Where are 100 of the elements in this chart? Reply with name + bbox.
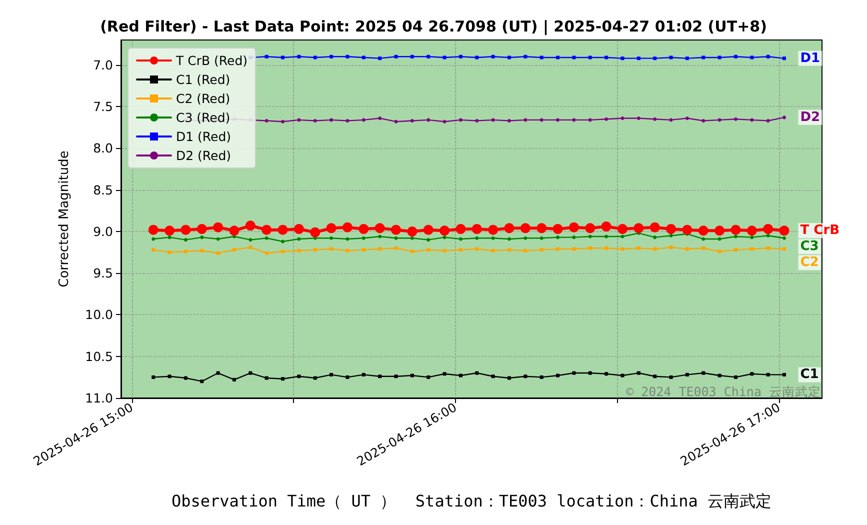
point <box>180 224 191 235</box>
point <box>669 375 673 379</box>
point <box>164 226 175 236</box>
point <box>636 371 640 375</box>
point <box>442 56 446 60</box>
point <box>442 236 446 240</box>
point <box>394 54 398 58</box>
point <box>682 224 692 235</box>
point <box>378 247 382 251</box>
point <box>184 238 188 242</box>
point <box>426 54 430 58</box>
point <box>232 378 236 382</box>
point <box>585 223 596 234</box>
point <box>410 54 414 58</box>
point <box>426 248 430 252</box>
point <box>718 250 722 254</box>
point <box>297 248 301 252</box>
point <box>702 246 706 250</box>
point <box>702 237 706 241</box>
point <box>394 246 398 250</box>
point <box>458 54 462 58</box>
point <box>262 224 272 235</box>
point <box>426 118 430 122</box>
point <box>604 234 608 238</box>
point <box>508 119 511 123</box>
point <box>507 56 511 60</box>
point <box>524 248 528 252</box>
point <box>540 248 544 252</box>
point <box>410 250 414 254</box>
point <box>281 240 285 244</box>
point <box>620 56 624 60</box>
chart-title: (Red Filter) - Last Data Point: 2025 04 26.7098 (UT) | 2025-04-27 01:02 (UT+8) <box>100 18 767 36</box>
point <box>604 246 608 250</box>
y-tick-label: 10.5 <box>85 348 113 364</box>
point <box>423 224 434 235</box>
point <box>766 246 770 250</box>
point <box>653 56 657 60</box>
point <box>491 374 495 378</box>
point <box>572 118 576 122</box>
point <box>394 236 398 240</box>
point <box>410 236 414 240</box>
point <box>685 372 689 376</box>
point <box>458 237 462 241</box>
point <box>346 54 350 58</box>
point <box>152 237 156 241</box>
point <box>588 118 592 122</box>
point <box>750 56 754 60</box>
point <box>378 56 382 60</box>
point <box>297 54 301 58</box>
point <box>750 236 754 240</box>
point <box>524 374 528 378</box>
point <box>281 120 285 124</box>
point <box>782 372 786 376</box>
point <box>730 224 741 235</box>
point <box>152 375 156 379</box>
point <box>442 120 446 124</box>
point <box>407 226 418 236</box>
point <box>653 374 657 378</box>
point <box>650 222 660 232</box>
point <box>507 248 511 252</box>
point <box>734 248 738 252</box>
point <box>374 223 385 234</box>
x-axis-title: Observation Time（ UT ） Station：TE003 location：China 云南武定 <box>171 492 772 510</box>
point <box>213 222 224 232</box>
point <box>504 223 514 234</box>
point <box>782 236 786 240</box>
point <box>264 251 268 255</box>
point <box>520 223 530 234</box>
point <box>718 118 722 122</box>
point <box>588 246 592 250</box>
point <box>669 246 673 250</box>
point <box>362 248 366 252</box>
point <box>297 118 301 122</box>
point <box>491 248 495 252</box>
point <box>634 223 644 234</box>
point <box>556 247 560 251</box>
point <box>556 236 560 240</box>
point <box>568 222 579 232</box>
point <box>491 54 495 58</box>
point <box>442 248 446 252</box>
point <box>524 236 528 240</box>
point <box>281 250 285 254</box>
point <box>281 56 285 60</box>
legend-label: T CrB (Red) <box>175 53 248 68</box>
point <box>475 56 479 60</box>
point <box>442 372 446 376</box>
point <box>313 376 317 380</box>
point <box>734 375 738 379</box>
point <box>200 380 204 384</box>
point <box>378 374 382 378</box>
point <box>540 375 544 379</box>
legend-label: C3 (Red) <box>176 110 230 125</box>
point <box>766 234 770 238</box>
point <box>572 371 576 375</box>
y-tick-label: 9.0 <box>93 224 114 239</box>
point <box>620 116 624 120</box>
point <box>524 54 528 58</box>
point <box>362 118 366 122</box>
point <box>168 374 172 378</box>
point <box>362 56 366 60</box>
